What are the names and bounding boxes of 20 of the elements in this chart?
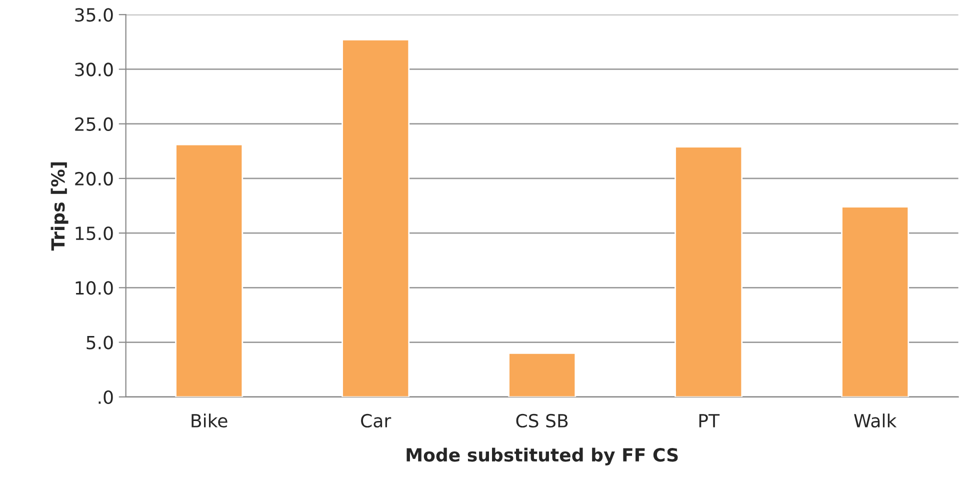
y-tick-label: 10.0 bbox=[76, 281, 113, 295]
y-axis-title: Trips [%] bbox=[50, 162, 68, 251]
y-tick-label: 5.0 bbox=[86, 336, 113, 350]
y-tick-label: .0 bbox=[98, 390, 113, 404]
x-tick-label: PT bbox=[699, 414, 720, 428]
bar bbox=[342, 39, 410, 397]
x-tick-label: CS SB bbox=[516, 414, 568, 428]
x-tick-label: Car bbox=[361, 414, 392, 428]
y-tick-label: 20.0 bbox=[75, 172, 113, 186]
bar bbox=[841, 206, 910, 397]
bar bbox=[508, 352, 576, 397]
x-axis-title: Mode substituted by FF CS bbox=[406, 448, 678, 466]
x-tick-label: Bike bbox=[192, 414, 228, 428]
y-tick-label: 35.0 bbox=[75, 8, 113, 22]
x-tick-label: Walk bbox=[854, 414, 897, 428]
y-tick-label: 15.0 bbox=[76, 226, 113, 240]
y-tick-label: 30.0 bbox=[75, 62, 113, 76]
bar bbox=[175, 144, 244, 397]
y-tick-label: 25.0 bbox=[75, 117, 113, 131]
bar bbox=[674, 146, 743, 397]
